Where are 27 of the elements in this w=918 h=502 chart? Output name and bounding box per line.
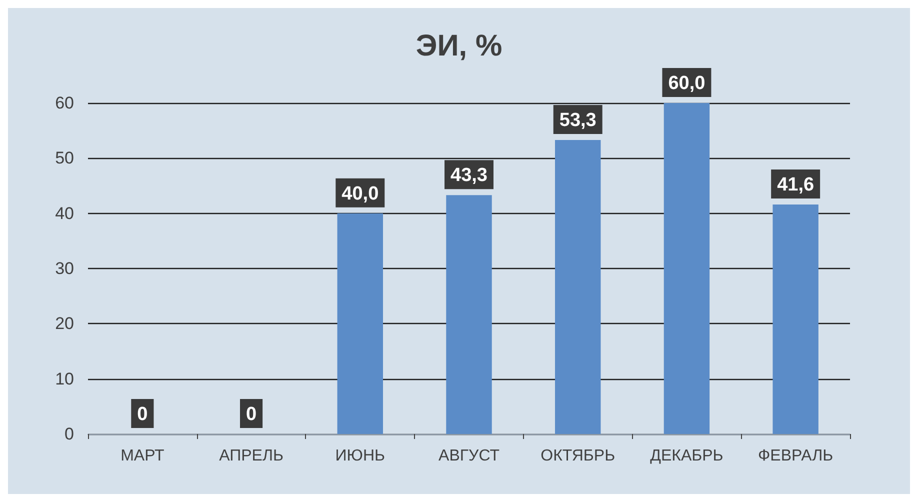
- chart-title: ЭИ, %: [416, 30, 502, 62]
- x-tick-label: МАРТ: [120, 448, 165, 464]
- x-tick-label: АПРЕЛЬ: [219, 448, 284, 464]
- x-tick-label: ОКТЯБРЬ: [540, 448, 616, 464]
- data-label: 41,6: [777, 174, 814, 196]
- x-tick-label: ДЕКАБРЬ: [650, 448, 724, 464]
- y-tick-label: 60: [55, 94, 74, 112]
- y-tick-label: 30: [55, 259, 74, 278]
- data-label: 40,0: [342, 183, 379, 204]
- x-tick-label: ФЕВРАЛЬ: [758, 448, 834, 464]
- data-label: 43,3: [450, 165, 488, 186]
- x-tick-label: ИЮНЬ: [335, 448, 385, 464]
- bar: [772, 204, 818, 434]
- bar: [337, 213, 384, 434]
- data-label: 60,0: [668, 73, 706, 94]
- data-label: 0: [246, 404, 257, 425]
- data-label: 53,3: [559, 110, 596, 131]
- y-tick-label: 0: [64, 424, 74, 444]
- y-tick-label: 10: [55, 369, 74, 388]
- y-tick-label: 50: [55, 148, 74, 168]
- data-label: 0: [137, 404, 148, 425]
- y-tick-label: 20: [55, 314, 74, 334]
- bar: [554, 140, 601, 434]
- x-tick-label: АВГУСТ: [438, 448, 500, 464]
- bar: [664, 103, 710, 434]
- bar: [446, 195, 492, 434]
- y-tick-label: 40: [55, 204, 74, 223]
